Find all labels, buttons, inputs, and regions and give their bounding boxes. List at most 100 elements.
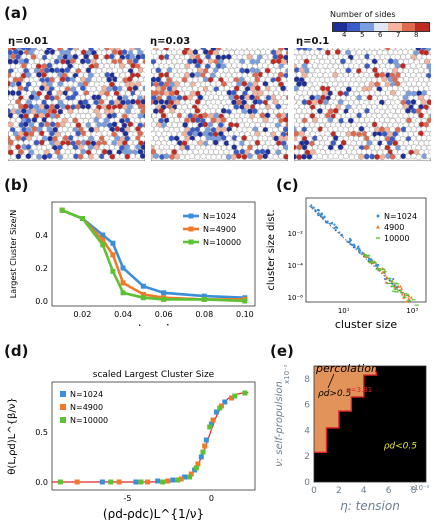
tissue-cell [202, 49, 209, 55]
tissue-cell [207, 121, 214, 128]
tissue-cell [236, 90, 243, 97]
tissue-cell [187, 49, 194, 56]
tissue-cell [75, 130, 82, 137]
tissue-cell [243, 103, 250, 110]
tissue-cell [298, 130, 305, 137]
tissue-cell [410, 153, 417, 160]
tissue-cell [327, 153, 334, 160]
tissue-cell [282, 126, 288, 133]
tissue-cell [36, 126, 43, 133]
tissue-cell [172, 122, 178, 128]
tissue-cell [51, 72, 58, 78]
legend-marker [60, 391, 66, 397]
tissue-cell [44, 94, 50, 101]
tissue-cell [236, 144, 243, 151]
tissue-cell [33, 139, 40, 146]
tissue-cell [345, 122, 351, 128]
data-point [120, 265, 126, 271]
tissue-cell [100, 113, 107, 120]
tissue-cell [194, 98, 201, 105]
tissue-cell [304, 130, 310, 137]
tissue-cell [428, 95, 431, 101]
tissue-cell [285, 50, 288, 56]
tissue-cell [220, 107, 227, 114]
y-tick-label: 0 [304, 478, 310, 488]
tissue-cell [8, 53, 11, 60]
tissue-cell [213, 112, 220, 119]
tissue-cell [405, 153, 412, 160]
data-point [170, 477, 176, 483]
tissue-cell [96, 85, 103, 92]
tissue-cell [249, 94, 255, 101]
data-point [217, 405, 223, 411]
tissue-cell [220, 135, 227, 141]
tissue-cell [272, 117, 279, 124]
y-tick-label: 4 [304, 426, 310, 436]
tissue-cell [312, 117, 319, 123]
x-tick-label: 0.02 [74, 310, 92, 319]
tissue-label-1: η=0.01 [8, 36, 49, 47]
tissue-cell [374, 90, 381, 97]
data-point [394, 291, 399, 293]
tissue-cell [124, 135, 131, 142]
data-point [79, 216, 85, 222]
tissue-cell [285, 67, 288, 74]
data-point [351, 243, 354, 246]
data-point [140, 283, 146, 289]
tissue-cell [191, 139, 198, 146]
tissue-cell [415, 154, 422, 161]
x-exponent: x10⁻² [410, 484, 430, 492]
tissue-cell [223, 149, 230, 155]
data-point [200, 449, 206, 455]
tissue-cell [93, 144, 100, 151]
y-tick-label: 10⁻⁶ [288, 294, 304, 302]
tissue-cell [143, 49, 145, 56]
tissue-cell [317, 53, 323, 60]
tissue-cell [392, 140, 399, 146]
tissue-cell [10, 153, 17, 160]
tissue-cell [384, 53, 391, 60]
tissue-cell [82, 108, 89, 114]
tissue-cell [346, 139, 352, 146]
tissue-cell [98, 126, 105, 132]
data-point [229, 395, 235, 401]
tissue-cell [410, 99, 417, 105]
tissue-cell [246, 53, 253, 60]
tissue-cell [374, 154, 380, 160]
tissue-cell [179, 99, 186, 106]
tissue-cell [57, 80, 64, 87]
tissue-cell [181, 49, 188, 56]
tissue-cell [12, 58, 19, 65]
tissue-cell [194, 154, 201, 160]
legend-label: N=1024 [384, 212, 417, 221]
tissue-cell [389, 153, 396, 160]
tissue-cell [428, 67, 431, 74]
tissue-cell [119, 89, 126, 96]
tissue-cell [30, 144, 37, 151]
tissue-cell [389, 126, 396, 133]
tissue-cell [236, 108, 243, 115]
tissue-cell [324, 112, 331, 119]
tissue-cell [51, 153, 58, 160]
tissue-cell [10, 53, 17, 60]
data-point [201, 296, 207, 302]
data-point [195, 461, 201, 467]
tissue-cell [259, 112, 266, 119]
tissue-cell [361, 76, 367, 83]
y-axis-label: ν: self-propulsion [274, 381, 285, 467]
tissue-cell [20, 154, 27, 160]
tissue-cell [286, 85, 288, 91]
tissue-cell [215, 153, 222, 160]
tissue-cell [276, 112, 282, 119]
tissue-cell [358, 126, 365, 132]
tissue-cell [28, 94, 35, 101]
tissue-cell [358, 153, 364, 160]
tissue-cell [381, 76, 388, 83]
tissue-cell [429, 104, 431, 110]
tissue-cell [85, 94, 91, 101]
tissue-cell [239, 94, 245, 101]
tissue-cell [17, 67, 24, 74]
tissue-cell [238, 76, 245, 83]
data-point [397, 290, 402, 292]
tissue-cell [322, 62, 329, 69]
